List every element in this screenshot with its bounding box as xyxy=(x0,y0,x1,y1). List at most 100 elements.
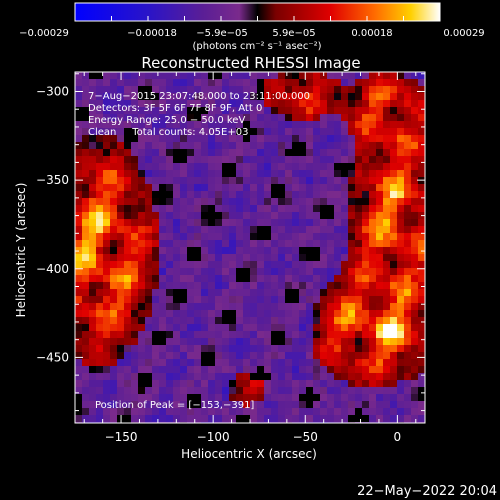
heatmap-cell xyxy=(138,282,146,290)
heatmap-cell xyxy=(306,107,314,115)
heatmap-cell xyxy=(103,317,111,325)
colorbar-tick-label: −0.00029 xyxy=(19,28,69,39)
heatmap-cell xyxy=(173,114,181,122)
heatmap-cell xyxy=(327,415,335,423)
heatmap-cell xyxy=(131,205,139,213)
heatmap-cell xyxy=(103,93,111,101)
heatmap-cell xyxy=(362,177,370,185)
heatmap-cell xyxy=(369,156,377,164)
heatmap-cell xyxy=(411,289,419,297)
heatmap-cell xyxy=(257,415,265,423)
heatmap-cell xyxy=(341,317,349,325)
heatmap-cell xyxy=(159,331,167,339)
heatmap-cell xyxy=(145,149,153,157)
heatmap-cell xyxy=(89,366,97,374)
heatmap-cell xyxy=(173,240,181,248)
heatmap-cell xyxy=(299,359,307,367)
heatmap-cell xyxy=(376,135,384,143)
heatmap-cell xyxy=(145,317,153,325)
heatmap-cell xyxy=(194,93,202,101)
heatmap-cell xyxy=(103,394,111,402)
heatmap-cell xyxy=(194,156,202,164)
heatmap-cell xyxy=(103,303,111,311)
heatmap-cell xyxy=(390,135,398,143)
heatmap-cell xyxy=(96,191,104,199)
heatmap-cell xyxy=(152,114,160,122)
heatmap-cell xyxy=(103,156,111,164)
heatmap-cell xyxy=(264,415,272,423)
heatmap-cell xyxy=(243,261,251,269)
heatmap-cell xyxy=(306,121,314,129)
heatmap-cell xyxy=(124,233,132,241)
heatmap-cell xyxy=(208,296,216,304)
heatmap-cell xyxy=(145,359,153,367)
heatmap-cell xyxy=(369,261,377,269)
heatmap-cell xyxy=(215,338,223,346)
heatmap-cell xyxy=(257,359,265,367)
heatmap-cell xyxy=(159,100,167,108)
heatmap-cell xyxy=(187,128,195,136)
heatmap-cell xyxy=(145,107,153,115)
heatmap-cell xyxy=(215,408,223,416)
heatmap-cell xyxy=(250,310,258,318)
heatmap-cell xyxy=(103,233,111,241)
heatmap-cell xyxy=(215,317,223,325)
heatmap-cell xyxy=(355,282,363,290)
heatmap-cell xyxy=(180,387,188,395)
heatmap-cell xyxy=(299,93,307,101)
heatmap-cell xyxy=(243,177,251,185)
heatmap-cell xyxy=(236,268,244,276)
heatmap-cell xyxy=(152,401,160,409)
heatmap-cell xyxy=(75,177,83,185)
heatmap-cell xyxy=(334,296,342,304)
heatmap-cell xyxy=(201,408,209,416)
heatmap-cell xyxy=(362,275,370,283)
heatmap-cell xyxy=(306,331,314,339)
heatmap-cell xyxy=(257,282,265,290)
heatmap-cell xyxy=(376,93,384,101)
heatmap-cell xyxy=(264,331,272,339)
heatmap-cell xyxy=(369,191,377,199)
heatmap-cell xyxy=(390,373,398,381)
heatmap-cell xyxy=(75,142,83,150)
heatmap-cell xyxy=(201,324,209,332)
heatmap-cell xyxy=(404,226,412,234)
heatmap-cell xyxy=(145,240,153,248)
heatmap-cell xyxy=(201,212,209,220)
heatmap-cell xyxy=(201,128,209,136)
heatmap-cell xyxy=(208,177,216,185)
heatmap-cell xyxy=(194,135,202,143)
heatmap-cell xyxy=(110,156,118,164)
heatmap-cell xyxy=(278,296,286,304)
heatmap-cell xyxy=(341,177,349,185)
heatmap-cell xyxy=(243,121,251,129)
heatmap-cell xyxy=(355,107,363,115)
heatmap-cell xyxy=(187,233,195,241)
heatmap-cell xyxy=(110,177,118,185)
heatmap-cell xyxy=(285,72,293,80)
heatmap-cell xyxy=(292,79,300,87)
heatmap-cell xyxy=(201,156,209,164)
heatmap-cell xyxy=(334,415,342,423)
heatmap-cell xyxy=(110,408,118,416)
heatmap-cell xyxy=(383,331,391,339)
heatmap-cell xyxy=(264,289,272,297)
heatmap-cell xyxy=(257,219,265,227)
heatmap-cell xyxy=(117,240,125,248)
heatmap-cell xyxy=(285,401,293,409)
heatmap-cell xyxy=(257,177,265,185)
heatmap-cell xyxy=(292,149,300,157)
heatmap-cell xyxy=(145,352,153,360)
heatmap-cell xyxy=(215,79,223,87)
heatmap-cell xyxy=(96,317,104,325)
heatmap-cell xyxy=(411,219,419,227)
heatmap-cell xyxy=(159,149,167,157)
heatmap-cell xyxy=(243,331,251,339)
heatmap-cell xyxy=(89,317,97,325)
heatmap-cell xyxy=(173,128,181,136)
heatmap-cell xyxy=(110,261,118,269)
heatmap-cell xyxy=(222,107,230,115)
heatmap-cell xyxy=(327,359,335,367)
heatmap-cell xyxy=(236,331,244,339)
heatmap-cell xyxy=(82,247,90,255)
